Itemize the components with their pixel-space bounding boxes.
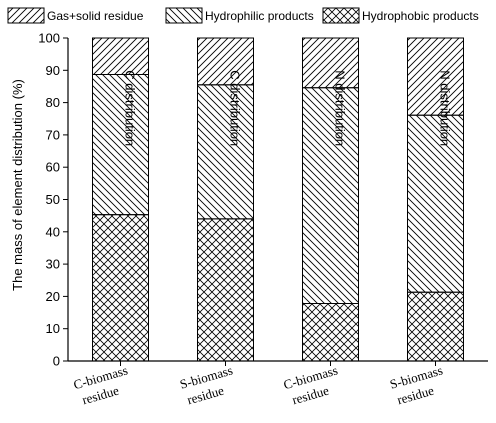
legend-swatch-gas-solid-residue	[7, 7, 45, 24]
x-tick-label-3: C-biomassresidue	[282, 362, 344, 408]
legend: Gas+solid residue Hydrophilic products Hyd…	[7, 7, 479, 24]
y-tick-label: 80	[46, 95, 60, 110]
legend-label-gas-solid-residue: Gas+solid residue	[47, 9, 144, 23]
bar-annotation-1: C distribution	[123, 70, 138, 146]
y-tick-label: 10	[46, 321, 60, 336]
bar-segment-gas-solid-residue-4	[407, 37, 464, 116]
y-tick-label: 30	[46, 257, 60, 272]
bar-segment-hydrophilic-products-2	[197, 84, 254, 220]
bar-segment-hydrophobic-products-2	[197, 218, 254, 362]
bar-segment-gas-solid-residue-1	[92, 37, 149, 75]
y-tick-label: 0	[53, 354, 60, 369]
legend-swatch-hydrophobic-products	[322, 7, 360, 24]
x-tick-label-1: C-biomassresidue	[72, 362, 134, 408]
y-tick-label: 90	[46, 63, 60, 78]
annotations: C distribution C distribution N distributi…	[123, 70, 453, 146]
y-axis-label: The mass of element distribution (%)	[10, 79, 25, 291]
bars	[92, 37, 464, 362]
y-tick-label: 60	[46, 160, 60, 175]
legend-label-hydrophilic-products: Hydrophilic products	[205, 9, 314, 23]
legend-swatch-hydrophilic-products	[165, 7, 203, 24]
bar-segment-hydrophobic-products-1	[92, 214, 149, 362]
bar-annotation-4: N distribution	[438, 70, 453, 146]
bar-segment-hydrophobic-products-3	[302, 303, 359, 362]
bar-segment-gas-solid-residue-2	[197, 37, 254, 86]
bar-annotation-2: C distribution	[228, 70, 243, 146]
y-tick-label: 70	[46, 127, 60, 142]
y-tick-label: 100	[38, 31, 60, 46]
y-tick-label: 40	[46, 224, 60, 239]
bar-segment-hydrophobic-products-4	[407, 291, 464, 362]
y-tick-label: 20	[46, 289, 60, 304]
legend-label-hydrophobic-products: Hydrophobic products	[362, 9, 479, 23]
bar-annotation-3: N distribution	[333, 70, 348, 146]
bar-segment-hydrophilic-products-4	[407, 114, 464, 293]
x-tick-label-2: S-biomassresidue	[178, 362, 239, 408]
bar-segment-hydrophilic-products-3	[302, 87, 359, 305]
y-tick-label: 50	[46, 192, 60, 207]
x-tick-label-4: S-biomassresidue	[388, 362, 449, 408]
bar-segment-hydrophilic-products-1	[92, 73, 149, 216]
bar-segment-gas-solid-residue-3	[302, 37, 359, 89]
